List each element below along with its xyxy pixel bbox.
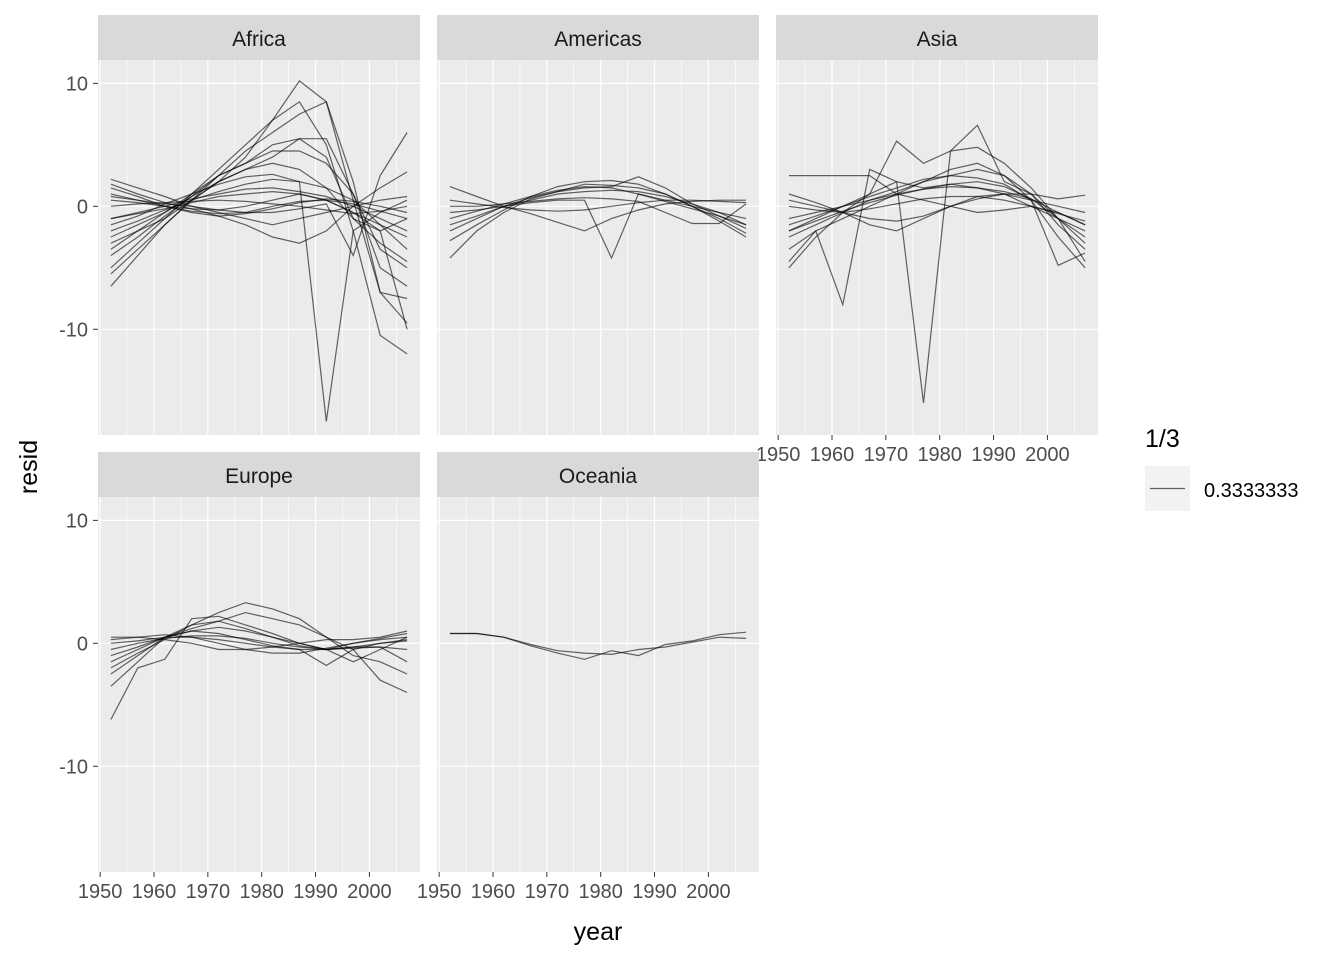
x-tick-label: 1960 — [810, 444, 855, 466]
series-line-africa-15 — [110, 150, 408, 269]
x-tick-label: 2000 — [1025, 444, 1070, 466]
series-line-asia-8 — [788, 193, 1086, 222]
series-line-americas-3 — [449, 179, 747, 242]
series-line-americas-8 — [449, 185, 747, 226]
x-tick-label: 1970 — [186, 881, 231, 903]
x-tick-label: 1950 — [756, 444, 801, 466]
x-tick-label: 1950 — [78, 881, 123, 903]
series-line-oceania-1 — [449, 632, 747, 656]
series-line-asia-10 — [788, 162, 1086, 267]
y-axis-title: resid — [15, 440, 43, 494]
x-tick-label: 2000 — [686, 881, 731, 903]
series-line-africa-17 — [110, 190, 408, 330]
facet-panels: Africa 10 0 -10 Americas Asia 1950 1960 1970 1980… — [59, 15, 1098, 903]
series-line-asia-11 — [788, 195, 1086, 222]
series-line-europe-8 — [110, 620, 408, 669]
series-line-asia-4 — [788, 174, 1086, 269]
panel-background — [776, 60, 1098, 435]
series-line-europe-2 — [110, 611, 408, 675]
y-tick-label: 10 — [66, 73, 88, 95]
x-tick-label: 1990 — [971, 444, 1016, 466]
series-line-africa-11 — [110, 137, 408, 263]
strip-label: Asia — [917, 28, 958, 51]
strip-label: Africa — [232, 28, 286, 51]
x-tick-label: 1960 — [471, 881, 516, 903]
series-line-europe-5 — [110, 632, 408, 654]
series-line-africa-9 — [110, 187, 408, 232]
series-line-americas-5 — [449, 199, 747, 212]
legend: 1/3 0.3333333 — [1145, 425, 1299, 511]
series-line-africa-13 — [110, 162, 408, 275]
series-line-americas-6 — [449, 189, 747, 226]
strip — [437, 15, 759, 60]
strip-label: Oceania — [559, 465, 638, 488]
panel-background — [98, 60, 420, 435]
x-tick-label: 1980 — [239, 881, 284, 903]
panel-americas: Americas — [437, 15, 759, 435]
series-line-europe-7 — [110, 635, 408, 663]
series-line-asia-9 — [788, 181, 1086, 244]
strip — [437, 452, 759, 497]
x-axis-title: year — [574, 918, 623, 946]
y-tick-label: 10 — [66, 510, 88, 532]
series-line-africa-16 — [110, 199, 408, 215]
series-line-africa-4 — [110, 138, 408, 287]
panel-africa: Africa 10 0 -10 — [59, 15, 420, 435]
panel-europe: Europe 10 0 -10 1950 1960 1970 1980 1990 2000 — [59, 452, 420, 903]
y-tick-label: -10 — [59, 319, 88, 341]
x-tick-label: 1970 — [525, 881, 570, 903]
legend-label: 0.3333333 — [1204, 480, 1299, 502]
panel-oceania: Oceania 1950 1960 1970 1980 1990 2000 — [417, 452, 759, 903]
panel-background — [437, 497, 759, 872]
series-line-europe-9 — [110, 636, 408, 651]
x-tick-label: 1990 — [632, 881, 677, 903]
x-tick-label: 1990 — [293, 881, 338, 903]
x-tick-label: 1970 — [864, 444, 909, 466]
x-tick-label: 1950 — [417, 881, 462, 903]
strip — [98, 15, 420, 60]
x-tick-label: 1980 — [578, 881, 623, 903]
y-tick-label: 0 — [77, 633, 88, 655]
strip — [776, 15, 1098, 60]
series-line-americas-7 — [449, 197, 747, 225]
series-line-asia-5 — [788, 168, 1086, 250]
y-tick-label: -10 — [59, 756, 88, 778]
strip-label: Americas — [554, 28, 642, 51]
x-tick-label: 1980 — [917, 444, 962, 466]
strip — [98, 452, 420, 497]
series-line-asia-7 — [788, 185, 1086, 226]
legend-title: 1/3 — [1145, 425, 1180, 453]
series-line-asia-2 — [788, 124, 1086, 269]
x-tick-label: 2000 — [347, 881, 392, 903]
panel-asia: Asia 1950 1960 1970 1980 1990 2000 — [756, 15, 1098, 466]
x-tick-label: 1960 — [132, 881, 177, 903]
strip-label: Europe — [225, 465, 293, 488]
panel-background — [98, 497, 420, 872]
series-line-africa-2 — [110, 100, 408, 355]
series-line-africa-1 — [110, 80, 408, 324]
y-tick-label: 0 — [77, 196, 88, 218]
panel-background — [437, 60, 759, 435]
